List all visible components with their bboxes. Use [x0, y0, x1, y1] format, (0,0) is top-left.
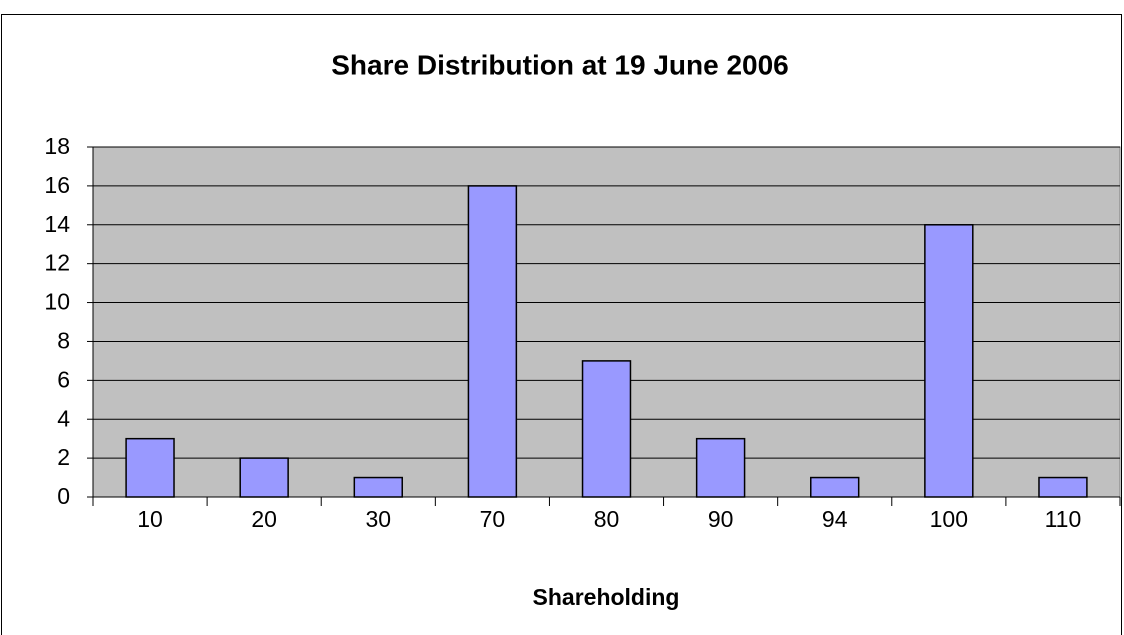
x-tick-label: 110 — [1045, 506, 1082, 532]
y-tick-label: 10 — [44, 289, 70, 315]
bar — [1038, 476, 1088, 498]
x-tick-label: 100 — [930, 506, 968, 532]
x-tick-label: 30 — [365, 506, 391, 532]
chart-title: Share Distribution at 19 June 2006 — [331, 49, 789, 80]
y-tick-label: 8 — [57, 328, 70, 354]
y-tick-label: 4 — [57, 405, 70, 431]
bar — [695, 437, 746, 498]
x-tick-label: 80 — [594, 506, 620, 532]
x-tick-label: 10 — [137, 506, 163, 532]
y-tick-label: 0 — [57, 483, 70, 509]
y-tick-label: 2 — [57, 444, 70, 470]
x-tick-label: 94 — [822, 506, 848, 532]
x-tick-label: 70 — [480, 506, 506, 532]
bar — [239, 457, 289, 498]
bar — [467, 185, 518, 498]
y-tick-label: 18 — [44, 133, 70, 159]
y-tick-label: 6 — [57, 366, 70, 392]
bar — [353, 476, 403, 498]
x-axis-title: Shareholding — [533, 584, 680, 610]
x-tick-label: 20 — [251, 506, 277, 532]
y-tick-label: 16 — [44, 172, 70, 198]
bar — [125, 437, 175, 498]
y-tick-label: 14 — [44, 211, 70, 237]
bar — [581, 360, 632, 498]
y-tick-label: 12 — [44, 250, 70, 276]
bar — [924, 224, 974, 498]
x-tick-label: 90 — [708, 506, 734, 532]
bar — [810, 476, 860, 498]
